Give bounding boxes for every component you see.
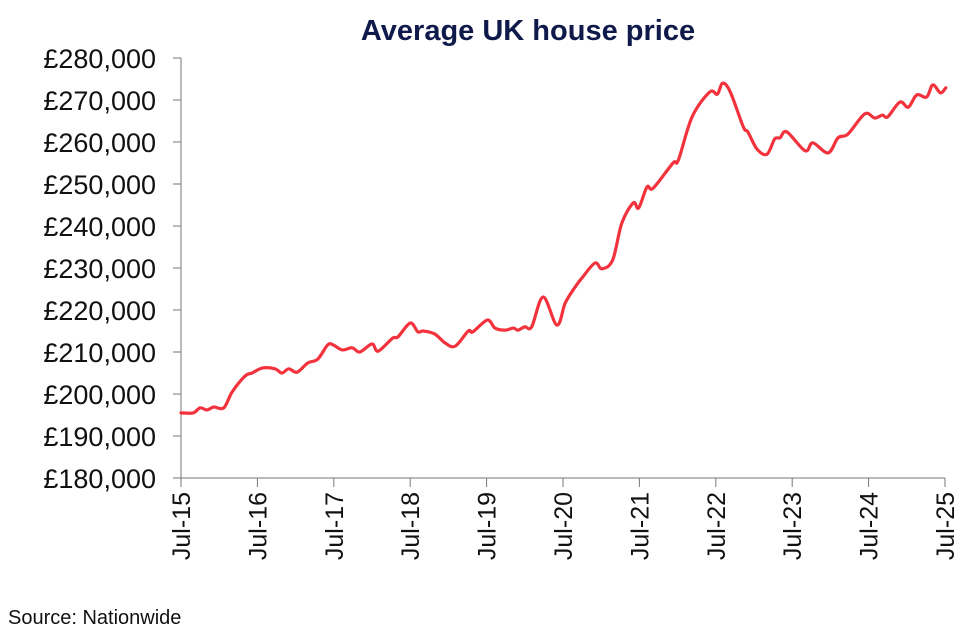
x-axis: Jul-15 Jul-16 Jul-17 Jul-18 Jul-19 Jul-20 Jul-… xyxy=(168,478,960,560)
y-tick-label: £240,000 xyxy=(43,212,156,242)
y-tick-label: £270,000 xyxy=(43,86,156,116)
x-tick-label: Jul-18 xyxy=(397,492,425,560)
source-note: Source: Nationwide xyxy=(8,607,181,629)
x-tick-label: Jul-19 xyxy=(474,492,502,560)
x-tick-label: Jul-20 xyxy=(550,492,578,560)
y-tick-label: £250,000 xyxy=(43,170,156,200)
x-tick-label: Jul-22 xyxy=(703,492,731,560)
y-tick-label: £200,000 xyxy=(43,380,156,410)
y-tick-label: £210,000 xyxy=(43,338,156,368)
y-tick-label: £260,000 xyxy=(43,128,156,158)
price-series-line xyxy=(179,81,948,415)
y-tick-label: £180,000 xyxy=(43,464,156,494)
x-tick-label: Jul-23 xyxy=(779,492,807,560)
x-tick-label: Jul-17 xyxy=(321,492,349,560)
y-tick-label: £280,000 xyxy=(43,44,156,74)
chart-title: Average UK house price xyxy=(361,15,695,47)
y-tick-label: £220,000 xyxy=(43,296,156,326)
y-tick-label: £190,000 xyxy=(43,422,156,452)
x-tick-label: Jul-16 xyxy=(244,492,272,560)
x-tick-label: Jul-24 xyxy=(856,492,884,560)
y-axis: £180,000 £190,000 £200,000 £210,000 £220,000… xyxy=(43,44,181,494)
x-tick-label: Jul-15 xyxy=(168,492,196,560)
y-tick-label: £230,000 xyxy=(43,254,156,284)
x-tick-label: Jul-21 xyxy=(626,492,654,560)
x-tick-label: Jul-25 xyxy=(932,492,960,560)
